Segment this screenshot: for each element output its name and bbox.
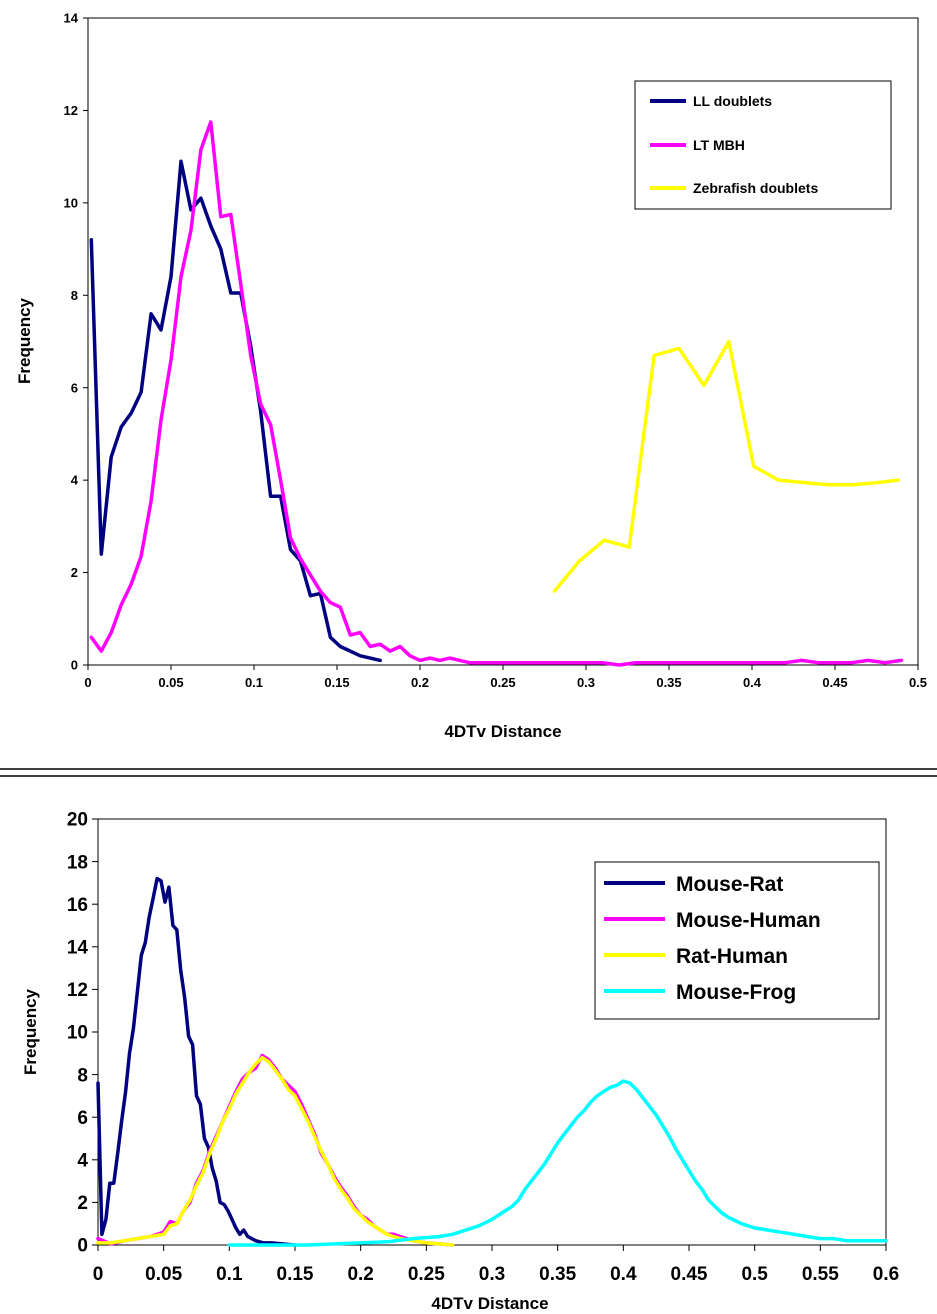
y-axis-label-top: Frequency (15, 297, 34, 384)
legend-label-mouse-human: Mouse-Human (676, 909, 821, 932)
series-line-zebrafish-doublets (552, 339, 900, 593)
x-ticks-bottom: 0 0.05 0.1 0.15 0.2 0.25 0.3 0.35 0.4 0.45 0.5 0.55… (93, 1245, 899, 1285)
x-tick-label: 0.25 (490, 675, 515, 690)
series-line-ll-doublets (89, 159, 382, 663)
y-tick-label: 8 (77, 1065, 88, 1086)
x-tick-label: 0.2 (411, 675, 429, 690)
x-tick-label: 0.3 (479, 1264, 505, 1285)
series-line-mouse-frog (227, 1079, 888, 1247)
x-tick-label: 0 (93, 1264, 104, 1285)
chart-bottom: 0 2 4 6 8 10 12 14 16 18 20 0 0.05 0.1 0.15 0.2 0.25 0.3… (21, 810, 899, 1313)
x-tick-label: 0.05 (145, 1264, 182, 1285)
y-axis-label-bottom: Frequency (21, 988, 40, 1075)
legend-label-lt-mbh: LT MBH (693, 137, 745, 153)
x-tick-label: 0.45 (671, 1264, 708, 1285)
y-tick-label: 14 (64, 11, 79, 26)
legend-label-mouse-frog: Mouse-Frog (676, 981, 796, 1004)
x-tick-label: 0.15 (277, 1264, 314, 1285)
y-tick-label: 2 (71, 565, 78, 580)
x-tick-label: 0.25 (408, 1264, 445, 1285)
y-tick-label: 10 (67, 1023, 88, 1044)
y-tick-label: 12 (67, 980, 88, 1001)
series-top (89, 120, 904, 667)
y-tick-label: 6 (71, 380, 78, 395)
y-tick-label: 12 (64, 103, 78, 118)
x-axis-label-bottom: 4DTv Distance (431, 1294, 548, 1313)
y-tick-label: 4 (77, 1150, 88, 1171)
x-tick-label: 0.55 (802, 1264, 839, 1285)
x-tick-label: 0.4 (610, 1264, 637, 1285)
x-tick-label: 0.05 (158, 675, 183, 690)
y-tick-label: 0 (77, 1236, 88, 1257)
x-tick-label: 0.3 (577, 675, 595, 690)
y-tick-label: 4 (71, 473, 79, 488)
x-tick-label: 0.15 (324, 675, 349, 690)
legend-label-ll-doublets: LL doublets (693, 93, 772, 109)
y-tick-label: 6 (77, 1108, 88, 1129)
x-tick-label: 0.2 (347, 1264, 373, 1285)
y-tick-label: 20 (67, 810, 88, 831)
y-tick-label: 10 (64, 195, 78, 210)
x-tick-label: 0 (84, 675, 91, 690)
x-tick-label: 0.1 (245, 675, 263, 690)
y-tick-label: 2 (77, 1193, 88, 1214)
chart-top: 0 2 4 6 8 10 12 14 0 0.05 0.1 0.15 0.2 0.25 0.3 0.35 0.… (15, 11, 927, 741)
x-tick-label: 0.5 (909, 675, 927, 690)
y-ticks-bottom: 0 2 4 6 8 10 12 14 16 18 20 (67, 810, 98, 1257)
series-line-mouse-rat (96, 876, 297, 1247)
legend-bottom: Mouse-Rat Mouse-Human Rat-Human Mouse-Fr… (594, 861, 880, 1020)
x-tick-label: 0.6 (873, 1264, 899, 1285)
legend-top: LL doublets LT MBH Zebrafish doublets (634, 80, 892, 210)
y-tick-label: 16 (67, 895, 88, 916)
x-tick-label: 0.45 (822, 675, 847, 690)
series-line-lt-mbh (89, 120, 904, 667)
x-tick-label: 0.4 (743, 675, 762, 690)
legend-label-zebrafish-doublets: Zebrafish doublets (693, 180, 818, 196)
y-tick-label: 8 (71, 288, 78, 303)
y-tick-label: 0 (71, 658, 78, 673)
x-tick-label: 0.1 (216, 1264, 243, 1285)
x-tick-label: 0.5 (741, 1264, 768, 1285)
x-axis-label-top: 4DTv Distance (444, 722, 561, 741)
legend-label-mouse-rat: Mouse-Rat (676, 873, 783, 896)
y-tick-label: 14 (67, 937, 89, 958)
legend-label-rat-human: Rat-Human (676, 945, 788, 968)
series-bottom (96, 876, 888, 1247)
x-tick-label: 0.35 (539, 1264, 576, 1285)
x-tick-label: 0.35 (656, 675, 681, 690)
y-ticks-top: 0 2 4 6 8 10 12 14 (64, 11, 88, 673)
x-ticks-top: 0 0.05 0.1 0.15 0.2 0.25 0.3 0.35 0.4 0.45 0.5 (84, 665, 927, 690)
y-tick-label: 18 (67, 852, 88, 873)
series-line-rat-human (96, 1055, 455, 1247)
